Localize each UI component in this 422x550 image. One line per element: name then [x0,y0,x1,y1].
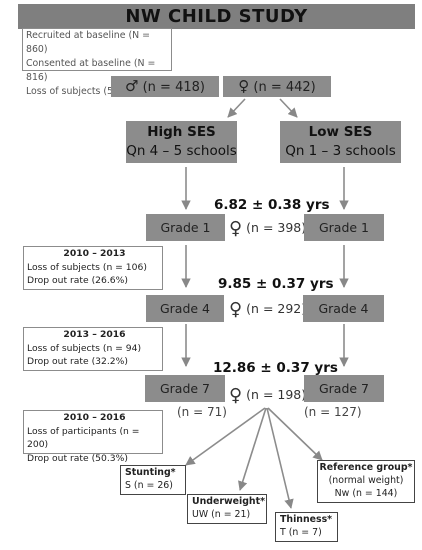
attrition-period: 2010 – 2013 [63,248,126,259]
attrition-box-2010-2013: 2010 – 2013 Loss of subjects (n = 106) D… [23,246,163,290]
consented-text: Consented at baseline (N = 816) [26,58,156,83]
grade7-low-count: (n = 127) [304,405,362,419]
attrition-loss: Loss of subjects (n = 106) [27,261,147,273]
page-title: NW CHILD STUDY [18,4,415,29]
grade1-female-count: (n = 398) [246,220,307,235]
low-ses-title: Low SES [308,124,373,140]
attrition-period: 2010 – 2016 [63,412,126,423]
attrition-dropout: Drop out rate (26.6%) [27,275,128,286]
underweight-title: Underweight* [192,496,265,507]
female-box: ♀ (n = 442) [223,76,331,97]
grade1-high-box: Grade 1 [146,214,225,241]
female-icon: ♀ [229,218,243,239]
thinness-box: Thinness* T (n = 7) [275,512,338,542]
female-icon: ♀ [229,299,243,320]
reference-count: Nw (n = 144) [334,488,398,499]
attrition-box-2013-2016: 2013 – 2016 Loss of subjects (n = 94) Dr… [23,327,163,371]
female-icon: ♀ [229,385,243,406]
grade4-female: ♀ (n = 292) [229,299,306,320]
underweight-box: Underweight* UW (n = 21) [187,494,267,524]
underweight-count: UW (n = 21) [192,509,251,520]
male-icon: ♂ [125,77,139,95]
attrition-loss: Loss of participants (n = 200) [27,425,140,451]
stunting-title: Stunting* [125,467,176,478]
stunting-count: S (n = 26) [125,480,173,491]
thinness-count: T (n = 7) [280,527,322,538]
grade4-age: 9.85 ± 0.37 yrs [218,276,334,292]
high-ses-sub: Qn 4 – 5 schools [126,143,237,159]
grade7-low-box: Grade 7 [304,375,384,402]
recruitment-box: Recruited at baseline (N = 860) Consente… [22,28,172,97]
reference-title: Reference group* [319,462,413,473]
grade1-low-box: Grade 1 [304,214,384,241]
reference-group-box: Reference group* (normal weight) Nw (n =… [317,460,415,503]
low-ses-box: Low SES Qn 1 – 3 schools [280,121,401,163]
grade4-female-count: (n = 292) [246,301,307,316]
high-ses-title: High SES [147,124,216,140]
grade7-female: ♀ (n = 198) [229,385,306,406]
grade1-age: 6.82 ± 0.38 yrs [214,197,330,213]
attrition-loss: Loss of subjects (n = 94) [27,342,142,354]
female-icon: ♀ [238,77,250,95]
attrition-dropout: Drop out rate (32.2%) [27,356,128,367]
grade1-female: ♀ (n = 398) [229,218,306,239]
male-box: ♂ (n = 418) [111,76,219,97]
reference-sub: (normal weight) [328,475,404,486]
grade4-high-box: Grade 4 [146,295,224,322]
grade7-high-count: (n = 71) [177,405,227,419]
low-ses-sub: Qn 1 – 3 schools [285,143,396,159]
female-count: (n = 442) [253,80,316,95]
grade7-age: 12.86 ± 0.37 yrs [213,360,338,376]
thinness-title: Thinness* [280,514,333,525]
loss-text: Loss of subjects (5.1%) [26,86,135,97]
grade7-high-box: Grade 7 [145,375,225,402]
grade4-low-box: Grade 4 [303,295,384,322]
attrition-box-2010-2016: 2010 – 2016 Loss of participants (n = 20… [23,410,163,464]
attrition-dropout: Drop out rate (50.3%) [27,452,128,464]
stunting-box: Stunting* S (n = 26) [120,465,186,495]
recruited-text: Recruited at baseline (N = 860) [26,30,150,55]
male-count: (n = 418) [142,80,205,95]
attrition-period: 2013 – 2016 [63,329,126,340]
high-ses-box: High SES Qn 4 – 5 schools [126,121,237,163]
grade7-female-count: (n = 198) [246,387,307,402]
